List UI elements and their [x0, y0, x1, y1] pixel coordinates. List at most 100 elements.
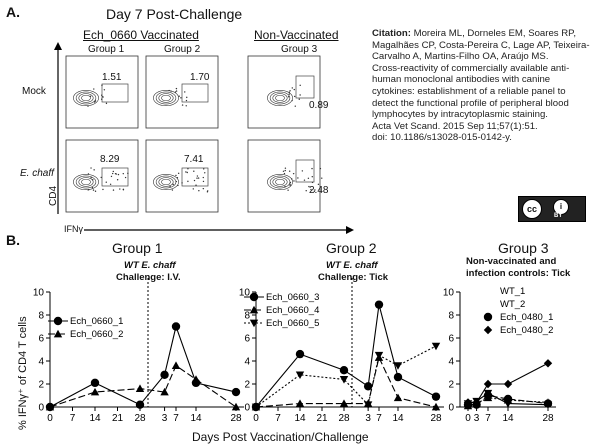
event-dot — [311, 175, 313, 178]
event-dot — [192, 188, 194, 190]
event-dot — [119, 188, 121, 190]
legend-label: Ech_0660_1 — [70, 316, 123, 327]
event-dot — [293, 180, 295, 182]
event-dot — [287, 189, 289, 191]
group-3-title: Group 3 — [498, 240, 549, 256]
x-tick-label: 28 — [230, 413, 242, 424]
cc-by-license-badge[interactable]: cc i BY — [518, 196, 586, 222]
event-dot — [102, 188, 104, 191]
y-tick-label: 2 — [244, 380, 250, 391]
panel-b-label: B. — [6, 232, 20, 248]
density-contour — [161, 94, 171, 102]
event-dot — [298, 98, 300, 100]
data-point — [393, 362, 403, 370]
event-dot — [177, 172, 180, 175]
density-contour — [158, 177, 174, 187]
event-dot — [174, 91, 177, 93]
event-dot — [172, 183, 174, 186]
event-dot — [284, 167, 287, 169]
data-point — [160, 387, 169, 396]
event-dot — [186, 96, 188, 99]
y-tick-label: 4 — [244, 357, 250, 368]
event-dot — [283, 172, 286, 175]
legend-label: Ech_0480_1 — [500, 312, 553, 323]
gate-rectangle — [181, 167, 209, 187]
x-tick-label: 14 — [89, 413, 101, 424]
event-dot — [185, 105, 187, 107]
event-dot — [294, 105, 296, 107]
event-dot — [291, 178, 293, 180]
event-dot — [93, 101, 96, 103]
legend-label: WT_2 — [500, 299, 525, 310]
x-tick-label: 3 — [474, 413, 480, 424]
g2-challenge-line1: WT E. chaff — [326, 260, 378, 271]
x-tick-label: 3 — [162, 413, 168, 424]
event-dot — [198, 189, 200, 192]
event-dot — [112, 170, 114, 173]
data-point — [295, 371, 305, 379]
data-point — [171, 322, 181, 331]
legend-marker — [483, 312, 493, 322]
data-point — [463, 398, 473, 407]
density-contour — [73, 90, 99, 107]
cc-icon: cc — [522, 199, 542, 219]
citation-doi[interactable]: doi: 10.1186/s13028-015-0142-y. — [372, 132, 512, 144]
event-dot — [196, 177, 198, 179]
panel-b-x-axis-label: Days Post Vaccination/Challenge — [192, 430, 369, 444]
event-dot — [100, 98, 103, 100]
x-tick-label: 7 — [173, 413, 179, 424]
event-dot — [90, 177, 92, 179]
event-dot — [202, 180, 205, 183]
gate-rectangle — [101, 83, 129, 103]
density-contour — [275, 94, 285, 102]
event-dot — [297, 177, 299, 179]
gate-rectangle — [101, 167, 129, 187]
event-dot — [287, 96, 290, 98]
pct-echaff-g1: 8.29 — [100, 154, 120, 165]
flow-plot-frame — [247, 55, 321, 129]
event-dot — [169, 185, 171, 188]
x-tick-label: 21 — [112, 413, 124, 424]
ifng-arrow-head — [346, 226, 354, 234]
event-dot — [87, 105, 89, 107]
y-tick-label: 0 — [448, 403, 454, 414]
event-dot — [87, 173, 90, 175]
event-dot — [282, 170, 285, 172]
event-dot — [176, 177, 179, 179]
citation-block: Citation: Moreira ML, Dorneles EM, Soare… — [372, 28, 594, 144]
g1-challenge-line2: Challenge: I.V. — [116, 272, 181, 283]
y-tick-label: 8 — [448, 311, 454, 322]
event-dot — [171, 189, 174, 191]
citation-journal: Acta Vet Scand. 2015 Sep 11;57(1):51. — [372, 120, 538, 132]
x-tick-label: 14 — [190, 413, 202, 424]
event-dot — [310, 188, 312, 191]
y-tick-label: 10 — [33, 288, 45, 299]
event-dot — [101, 84, 103, 86]
x-tick-label: 14 — [392, 413, 404, 424]
data-point — [374, 351, 384, 360]
density-contour — [81, 94, 91, 102]
row-label-mock: Mock — [22, 86, 46, 97]
event-dot — [193, 179, 196, 182]
event-dot — [195, 184, 197, 186]
data-point — [231, 387, 241, 397]
event-dot — [206, 191, 209, 193]
event-dot — [289, 183, 291, 185]
event-dot — [288, 93, 290, 95]
data-point — [431, 392, 441, 401]
event-dot — [305, 189, 307, 192]
event-dot — [109, 183, 112, 186]
event-dot — [299, 94, 301, 96]
data-point — [503, 379, 513, 389]
data-point — [363, 401, 373, 409]
event-dot — [293, 95, 296, 98]
event-dot — [177, 184, 179, 187]
event-dot — [93, 169, 95, 171]
group-2-title: Group 2 — [326, 240, 377, 256]
event-dot — [110, 175, 113, 178]
y-tick-label: 0 — [244, 403, 250, 414]
data-point — [363, 382, 373, 391]
